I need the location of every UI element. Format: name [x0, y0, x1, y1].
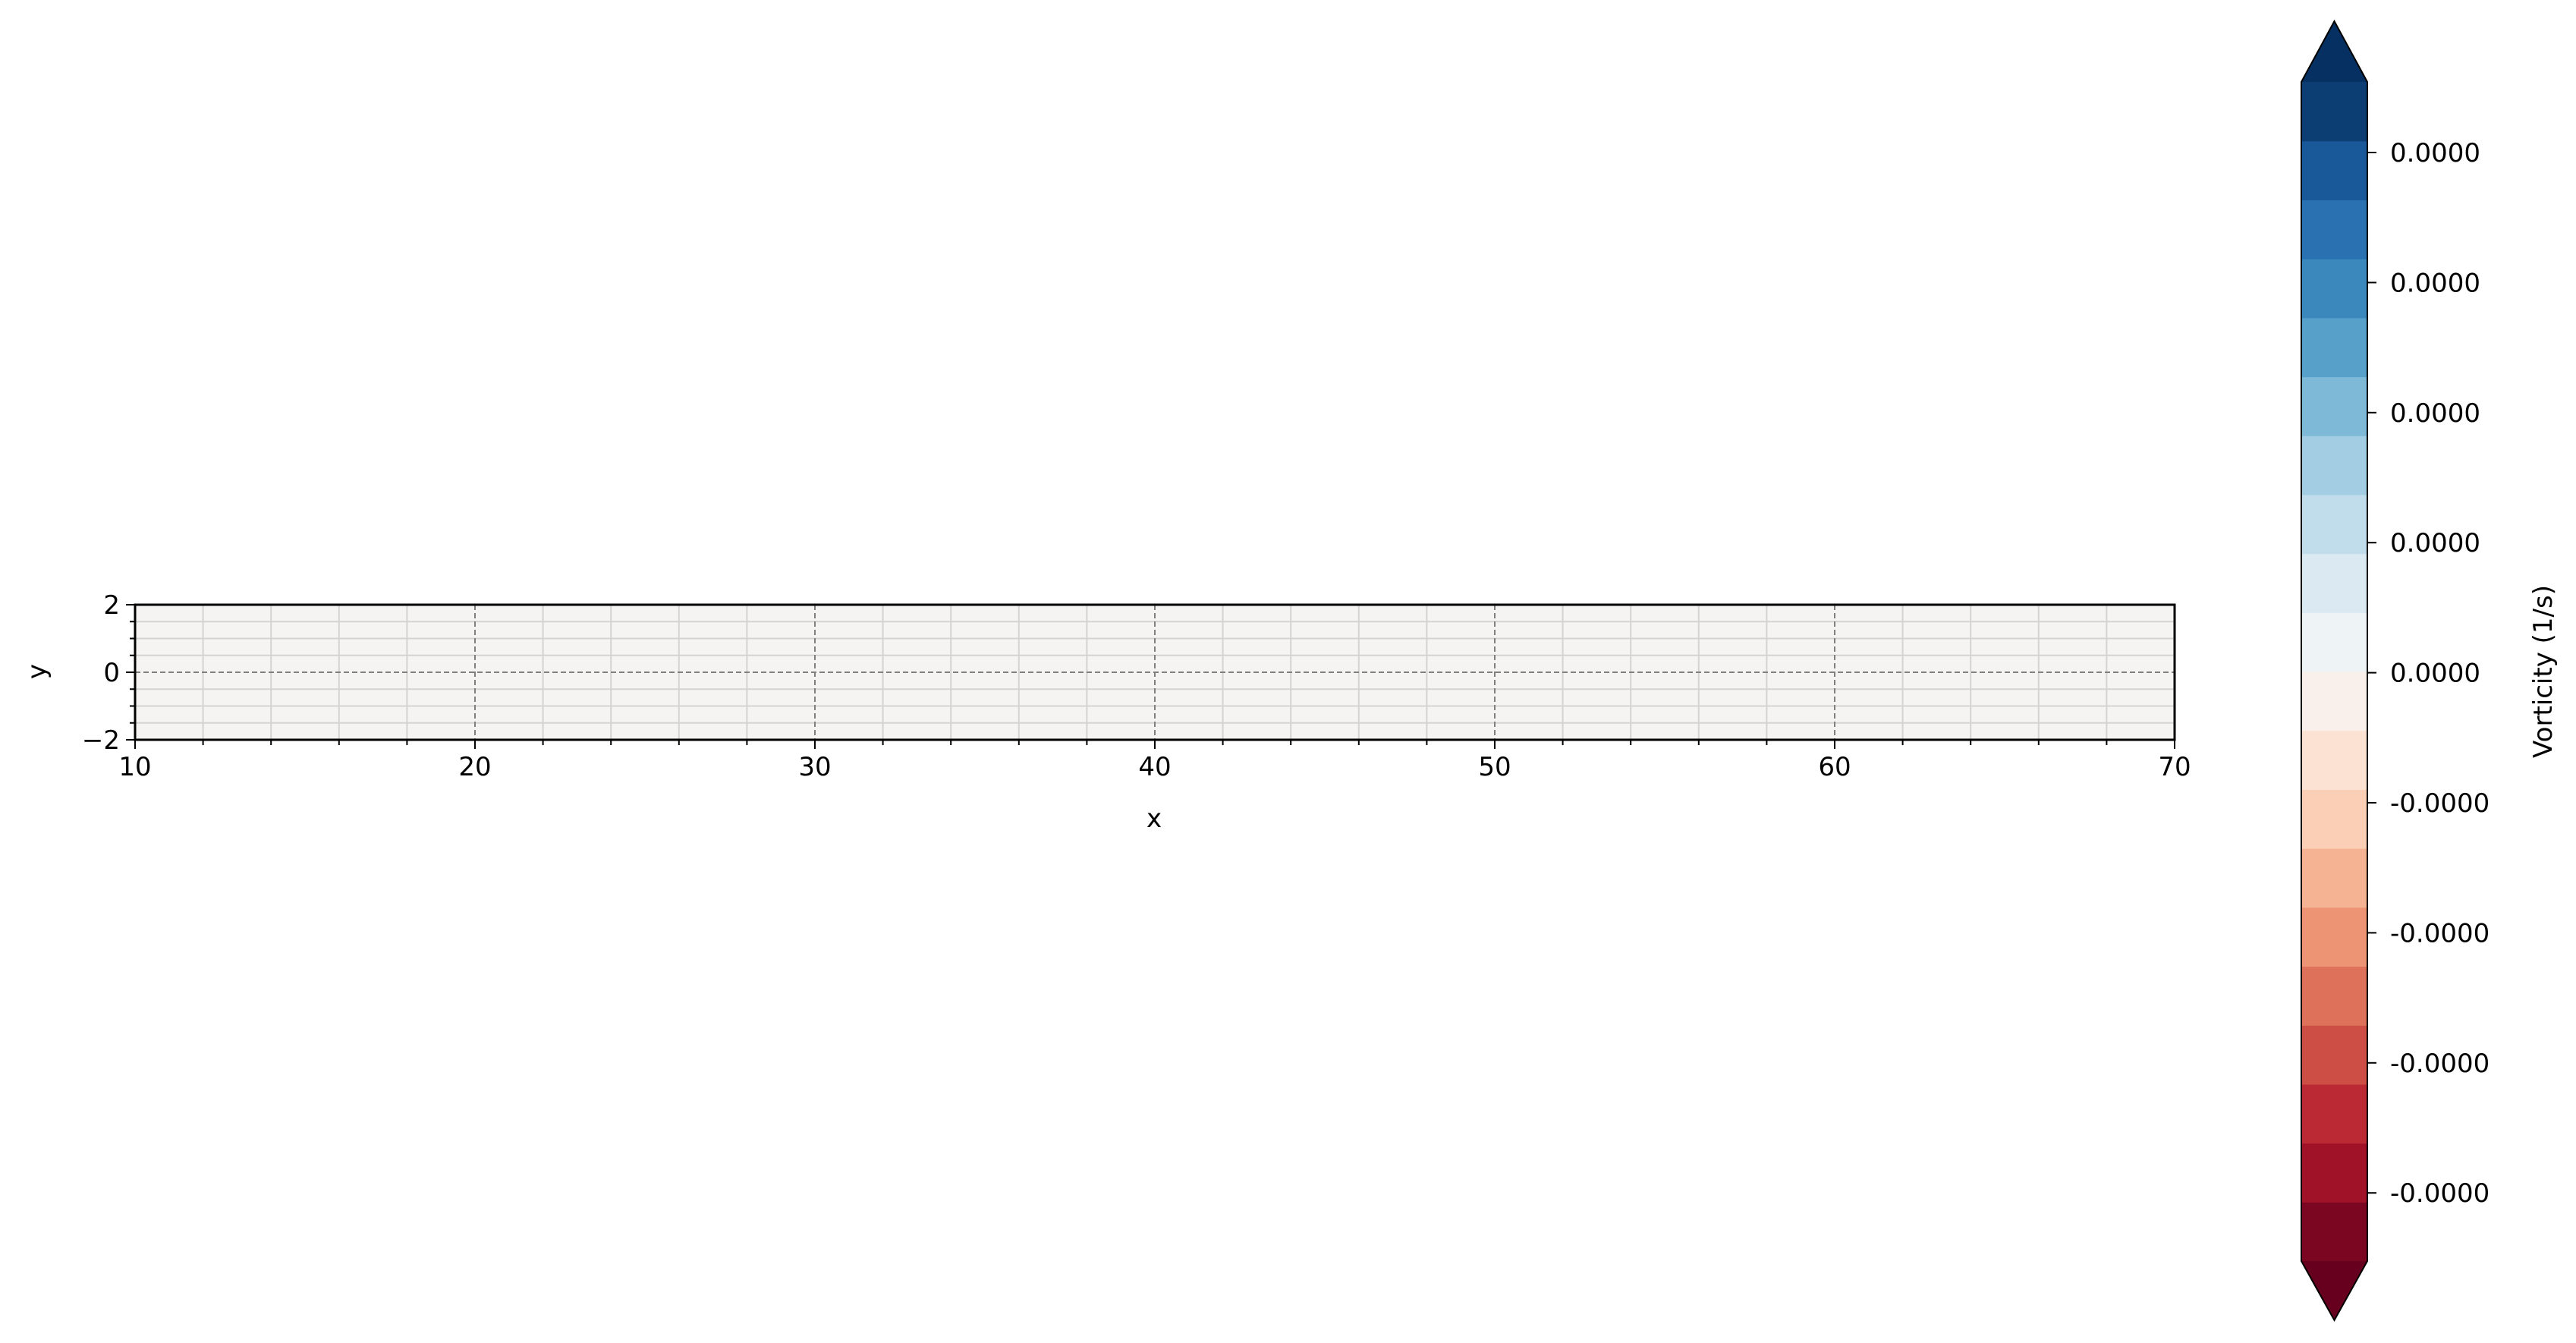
x-tick-label: 10: [118, 752, 151, 782]
y-tick-label: 0: [103, 658, 120, 688]
colorbar-tick-label: 0.0000: [2390, 268, 2480, 298]
colorbar-segment: [2301, 907, 2367, 967]
colorbar-segment: [2301, 789, 2367, 849]
colorbar-segment: [2301, 1084, 2367, 1144]
colorbar-extend-min: [2301, 1261, 2367, 1320]
colorbar-tick-label: -0.0000: [2390, 788, 2490, 819]
colorbar-segment: [2301, 494, 2367, 555]
colorbar: 0.0000 0.0000 0.0000 0.0000 0.0000 -0.0000 -0.…: [2301, 19, 2490, 1323]
colorbar-segment: [2301, 848, 2367, 908]
x-tick-label: 70: [2158, 752, 2191, 782]
x-tick-label: 30: [798, 752, 831, 782]
colorbar-extend-max: [2301, 21, 2367, 82]
colorbar-segment: [2301, 82, 2367, 142]
colorbar-tick-label: -0.0000: [2390, 1178, 2490, 1209]
colorbar-segment: [2301, 317, 2367, 378]
x-tick-label: 20: [458, 752, 491, 782]
colorbar-tick-label: -0.0000: [2390, 1049, 2490, 1079]
colorbar-segment: [2301, 966, 2367, 1026]
colorbar-tick-label: -0.0000: [2390, 918, 2490, 948]
colorbar-segment: [2301, 1202, 2367, 1262]
colorbar-tick-label: 0.0000: [2390, 528, 2480, 558]
colorbar-outline: [2301, 19, 2368, 1323]
colorbar-tick-label: 0.0000: [2390, 138, 2480, 168]
colorbar-segment: [2301, 259, 2367, 319]
colorbar-tick-label: 0.0000: [2390, 398, 2480, 429]
x-tick-label: 60: [1818, 752, 1851, 782]
y-tick-label: 2: [103, 590, 120, 621]
x-axis-label: x: [1146, 804, 1162, 834]
colorbar-segment: [2301, 553, 2367, 613]
colorbar-label: Vorticity (1/s): [2528, 585, 2559, 758]
colorbar-segment: [2301, 730, 2367, 790]
colorbar-segment: [2301, 200, 2367, 259]
colorbar-segment: [2301, 1025, 2367, 1085]
y-tick-label: −2: [82, 725, 120, 756]
y-axis-label: y: [22, 664, 52, 679]
colorbar-tick-label: 0.0000: [2390, 659, 2480, 689]
colorbar-segment: [2301, 1143, 2367, 1203]
colorbar-segment: [2301, 376, 2367, 436]
colorbar-segment: [2301, 436, 2367, 495]
x-tick-label: 40: [1138, 752, 1171, 782]
colorbar-segment: [2301, 672, 2367, 731]
x-tick-label: 50: [1478, 752, 1511, 782]
colorbar-segment: [2301, 612, 2367, 672]
plot-area: 10 20 30 40 50 60 70 −2 0 2: [82, 590, 2191, 782]
colorbar-segment: [2301, 140, 2367, 200]
